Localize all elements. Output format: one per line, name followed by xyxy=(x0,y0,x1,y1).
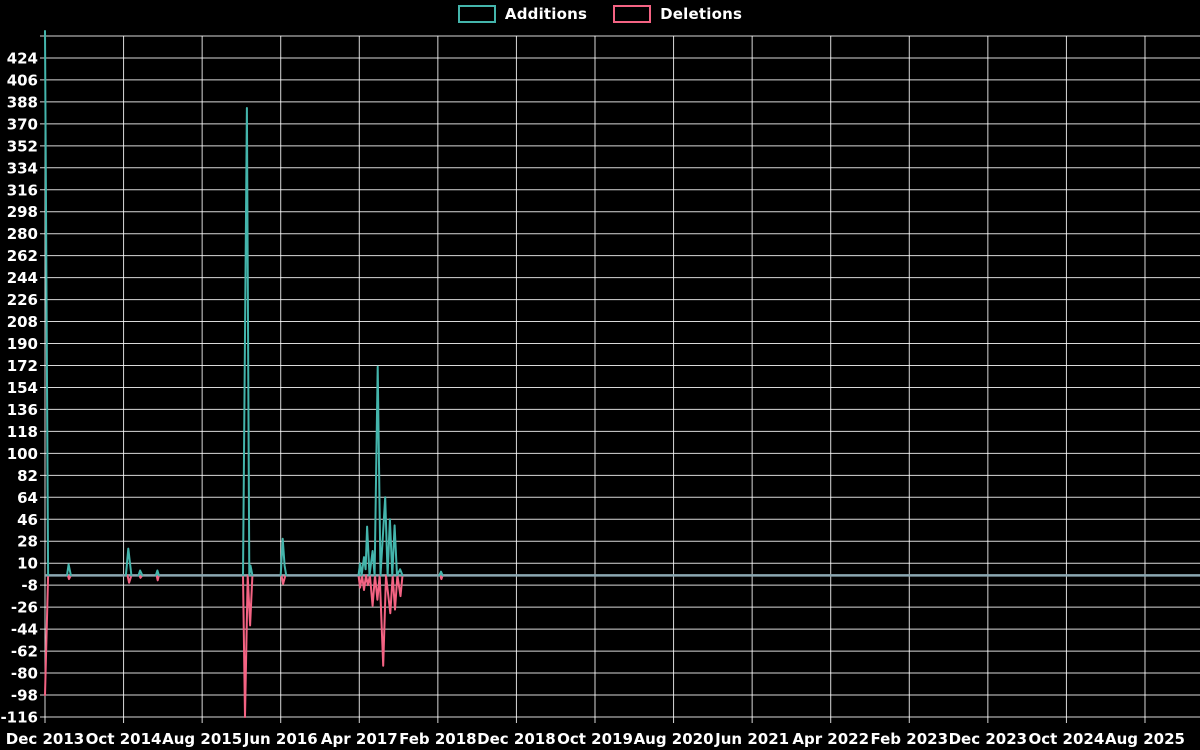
svg-text:-44: -44 xyxy=(11,621,38,639)
svg-text:Feb 2018: Feb 2018 xyxy=(399,730,477,748)
svg-text:298: 298 xyxy=(7,203,38,221)
svg-text:388: 388 xyxy=(7,93,38,111)
series-deletions-line xyxy=(45,575,1200,717)
deletions-legend-label: Deletions xyxy=(660,5,743,23)
svg-text:226: 226 xyxy=(7,291,38,309)
chart-legend: Additions Deletions xyxy=(0,5,1200,23)
svg-text:424: 424 xyxy=(7,49,38,67)
svg-text:316: 316 xyxy=(7,181,38,199)
svg-text:-26: -26 xyxy=(11,599,38,617)
svg-text:Oct 2019: Oct 2019 xyxy=(557,730,633,748)
series-additions-line xyxy=(45,31,1200,575)
svg-text:64: 64 xyxy=(17,489,38,507)
svg-text:406: 406 xyxy=(7,71,38,89)
svg-text:Jun 2021: Jun 2021 xyxy=(714,730,789,748)
legend-item-additions[interactable]: Additions xyxy=(457,5,588,23)
additions-swatch-icon xyxy=(457,5,496,23)
additions-legend-label: Additions xyxy=(504,5,588,23)
svg-text:Dec 2013: Dec 2013 xyxy=(6,730,85,748)
vertical-gridlines xyxy=(44,36,1146,723)
svg-text:-116: -116 xyxy=(0,708,38,726)
svg-text:Jun 2016: Jun 2016 xyxy=(243,730,318,748)
svg-text:334: 334 xyxy=(7,159,38,177)
svg-text:28: 28 xyxy=(17,533,38,551)
svg-text:190: 190 xyxy=(7,335,38,353)
svg-text:208: 208 xyxy=(7,313,38,331)
svg-text:280: 280 xyxy=(7,225,38,243)
svg-text:Aug 2025: Aug 2025 xyxy=(1105,730,1185,748)
svg-text:136: 136 xyxy=(7,401,38,419)
svg-text:82: 82 xyxy=(17,467,38,485)
svg-text:10: 10 xyxy=(17,555,38,573)
svg-text:262: 262 xyxy=(7,247,38,265)
svg-text:Oct 2014: Oct 2014 xyxy=(86,730,162,748)
svg-text:Aug 2020: Aug 2020 xyxy=(634,730,714,748)
y-axis-tick-labels: 424 406 388 370 352 334 316 298 280 262 244 226 208 1… xyxy=(0,49,38,726)
svg-text:Apr 2022: Apr 2022 xyxy=(792,730,869,748)
svg-text:100: 100 xyxy=(7,445,38,463)
svg-text:244: 244 xyxy=(7,269,38,287)
svg-text:Feb 2023: Feb 2023 xyxy=(871,730,949,748)
deletions-swatch-icon xyxy=(613,5,652,23)
svg-text:-8: -8 xyxy=(21,577,38,595)
svg-text:154: 154 xyxy=(7,379,38,397)
svg-text:-62: -62 xyxy=(11,643,38,661)
svg-text:118: 118 xyxy=(7,423,38,441)
svg-text:-80: -80 xyxy=(11,665,38,683)
x-axis-tick-labels: Dec 2013 Oct 2014 Aug 2015 Jun 2016 Apr 2017… xyxy=(6,730,1185,748)
svg-text:Oct 2024: Oct 2024 xyxy=(1029,730,1105,748)
svg-text:172: 172 xyxy=(7,357,38,375)
svg-text:370: 370 xyxy=(7,115,38,133)
svg-text:Dec 2023: Dec 2023 xyxy=(949,730,1028,748)
svg-text:352: 352 xyxy=(7,137,38,155)
svg-text:Aug 2015: Aug 2015 xyxy=(162,730,242,748)
legend-item-deletions[interactable]: Deletions xyxy=(613,5,742,23)
horizontal-gridlines xyxy=(40,35,1200,718)
svg-text:-98: -98 xyxy=(11,686,38,704)
svg-text:46: 46 xyxy=(17,511,38,529)
svg-text:Apr 2017: Apr 2017 xyxy=(321,730,398,748)
svg-text:Dec 2018: Dec 2018 xyxy=(477,730,556,748)
